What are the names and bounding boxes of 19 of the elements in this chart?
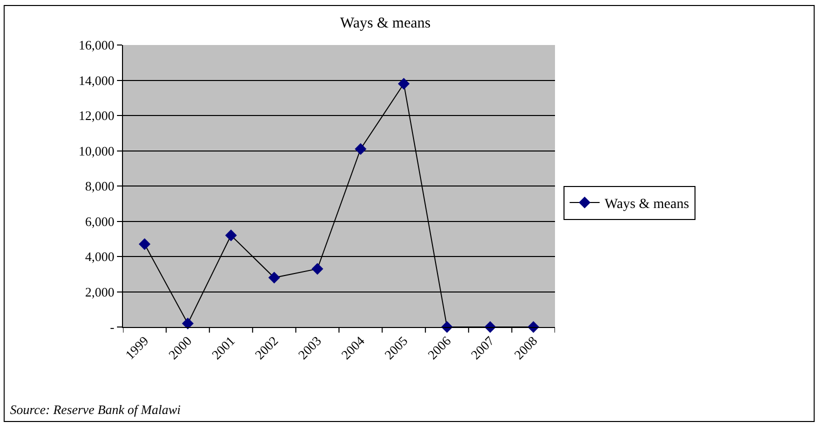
y-tick-label: 2,000 bbox=[85, 284, 114, 300]
point bbox=[312, 262, 324, 275]
y-tick-label: 14,000 bbox=[78, 72, 114, 88]
chart-title: Ways & means bbox=[340, 16, 431, 32]
source-note: Source: Reserve Bank of Malawi bbox=[10, 402, 182, 417]
point bbox=[225, 230, 237, 242]
y-tick-label: 4,000 bbox=[85, 249, 114, 264]
y-tick-label: - bbox=[110, 320, 114, 335]
point bbox=[398, 78, 410, 90]
y-tick-label: 10,000 bbox=[78, 143, 114, 158]
point bbox=[182, 318, 194, 330]
point bbox=[268, 272, 280, 284]
y-tick-label: 16,000 bbox=[78, 38, 114, 53]
y-tick-label: 6,000 bbox=[85, 214, 114, 229]
point bbox=[354, 143, 366, 155]
legend-label: Ways & means bbox=[604, 196, 690, 212]
y-tick-label: 12,000 bbox=[78, 108, 114, 124]
y-tick-label: 8,000 bbox=[85, 178, 114, 194]
point bbox=[138, 238, 150, 250]
